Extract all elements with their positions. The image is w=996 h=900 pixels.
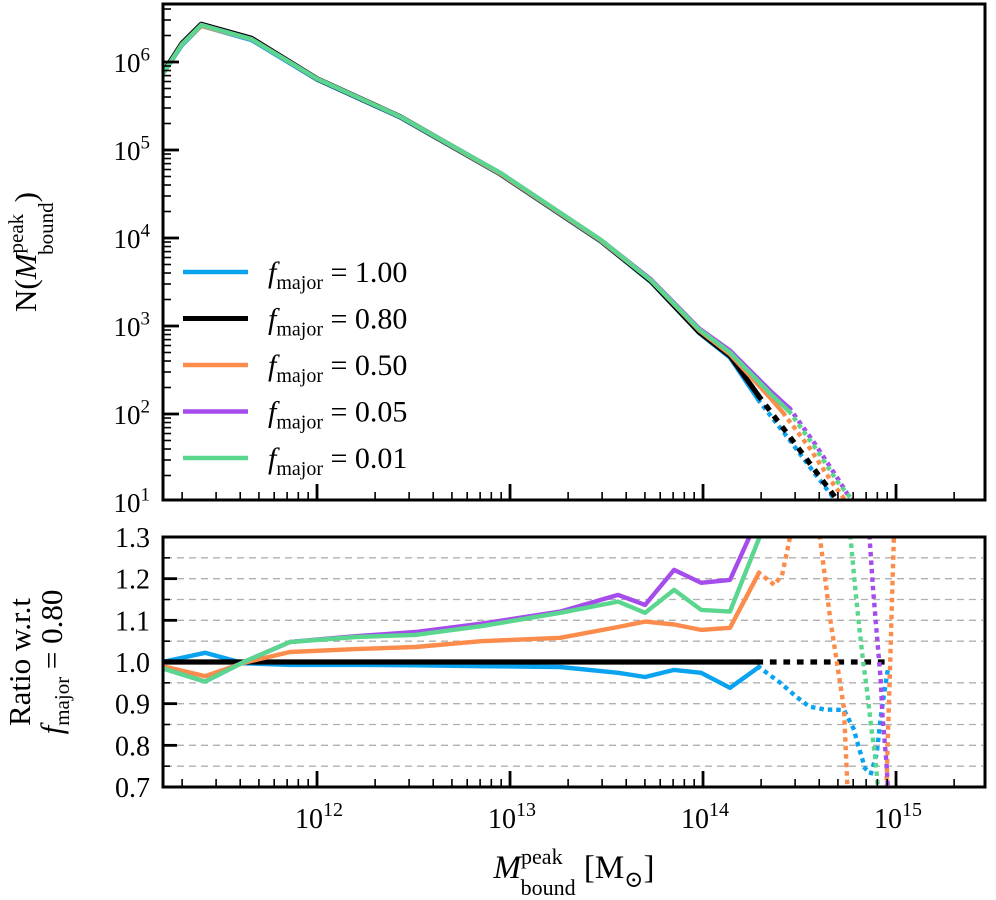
tick-label-10e15: 1015 [874, 799, 922, 835]
legend-item-fmajor-1.00: fmajor = 1.00 [183, 256, 407, 294]
top-series-fmajor-0.01 [163, 22, 857, 501]
x-axis-label: Mpeak bound [M⊙] [493, 844, 655, 900]
bottom-series-fmajor-0.01 [163, 536, 881, 788]
legend-label-fmajor-0.50: fmajor = 0.50 [268, 349, 407, 387]
legend-item-fmajor-0.50: fmajor = 0.50 [183, 349, 407, 387]
bottom-y-axis-label: Ratio w.r.t fmajor = 0.80 [2, 590, 74, 735]
ratio-tick-label-0.8: 0.8 [115, 731, 150, 762]
tick-label-10e1: 101 [114, 485, 151, 518]
bottom-series-fmajor-1.00 [163, 650, 891, 776]
tick-label-10e13: 1013 [488, 799, 536, 835]
ratio-tick-label-1.2: 1.2 [115, 565, 150, 596]
top-y-axis-label: N(Mpeak bound) [4, 192, 58, 312]
legend-item-fmajor-0.01: fmajor = 0.01 [183, 442, 407, 480]
legend-label-fmajor-0.80: fmajor = 0.80 [268, 303, 407, 341]
chart-render-root: 1012 1013 1014 1015 101 102 103 104 105 106 0.7 0.8… [114, 2, 987, 835]
legend-label-fmajor-1.00: fmajor = 1.00 [268, 256, 407, 294]
ratio-tick-label-1.0: 1.0 [115, 648, 150, 679]
ratio-tick-label-0.7: 0.7 [115, 773, 150, 804]
tick-label-10e6: 106 [114, 45, 151, 78]
legend-item-fmajor-0.05: fmajor = 0.05 [183, 396, 407, 434]
top-series-fmajor-0.05 [163, 22, 855, 501]
legend-item-fmajor-0.80: fmajor = 0.80 [183, 303, 407, 341]
legend: fmajor = 1.00 fmajor = 0.80 fmajor = 0.50 f… [183, 256, 407, 480]
tick-label-10e14: 1014 [681, 799, 729, 835]
ratio-tick-label-1.1: 1.1 [115, 606, 150, 637]
tick-label-10e12: 1012 [295, 799, 343, 835]
ratio-gridlines [165, 557, 983, 767]
tick-label-10e2: 102 [114, 397, 151, 430]
svg-text:Ratio w.r.t: Ratio w.r.t [2, 598, 37, 726]
legend-label-fmajor-0.01: fmajor = 0.01 [268, 442, 407, 480]
ratio-tick-label-0.9: 0.9 [115, 690, 150, 721]
top-series-fmajor-0.80 [163, 21, 842, 501]
ratio-tick-label-1.3: 1.3 [115, 523, 150, 554]
tick-label-10e5: 105 [114, 133, 151, 166]
tick-label-10e3: 103 [114, 309, 151, 342]
svg-text:fmajor = 0.80: fmajor = 0.80 [34, 590, 74, 735]
tick-labels: 1012 1013 1014 1015 101 102 103 104 105 106 0.7 0.8… [114, 45, 923, 835]
tick-label-10e4: 104 [114, 221, 151, 254]
axis-ticks [163, 8, 955, 789]
legend-label-fmajor-0.05: fmajor = 0.05 [268, 396, 407, 434]
top-series-fmajor-1.00 [163, 23, 839, 501]
top-series-fmajor-0.50 [163, 23, 849, 501]
